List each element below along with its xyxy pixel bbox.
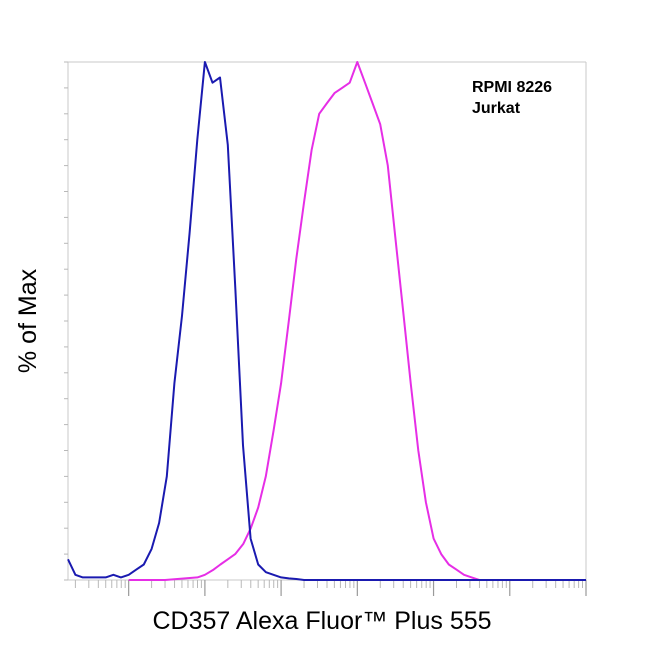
- y-axis-ticks: [64, 61, 68, 581]
- y-axis-label: % of Max: [14, 268, 42, 373]
- x-axis-ticks: [74, 580, 587, 596]
- series-layer: [67, 61, 586, 581]
- legend-label-rpmi-8226: RPMI 8226: [472, 79, 552, 96]
- series-line-jurkat: [67, 61, 586, 581]
- legend-label-jurkat: Jurkat: [472, 100, 521, 117]
- series-line-rpmi-8226: [128, 61, 586, 581]
- x-axis-label: CD357 Alexa Fluor™ Plus 555: [152, 607, 491, 635]
